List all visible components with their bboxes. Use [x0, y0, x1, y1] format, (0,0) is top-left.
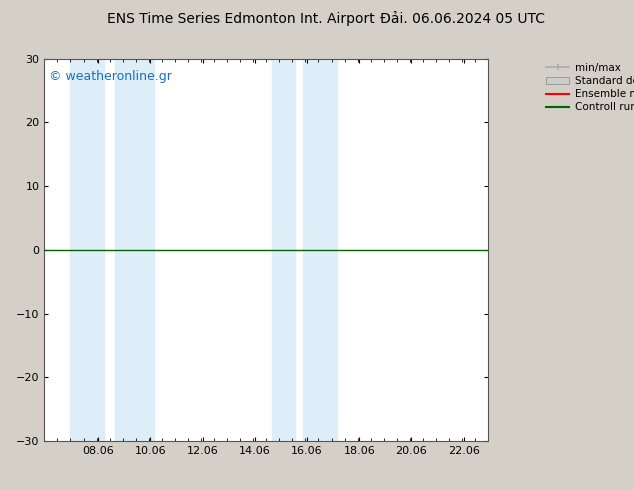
Bar [303, 59, 337, 441]
Text: ENS Time Series Edmonton Int. Airport: ENS Time Series Edmonton Int. Airport [107, 12, 375, 26]
Text: © weatheronline.gr: © weatheronline.gr [49, 70, 172, 83]
Legend: min/max, Standard deviation, Ensemble mean run, Controll run: min/max, Standard deviation, Ensemble me… [542, 59, 634, 117]
Bar [271, 59, 295, 441]
Bar [115, 59, 154, 441]
Text: Đải. 06.06.2024 05 UTC: Đải. 06.06.2024 05 UTC [380, 12, 545, 26]
Bar [70, 59, 105, 441]
